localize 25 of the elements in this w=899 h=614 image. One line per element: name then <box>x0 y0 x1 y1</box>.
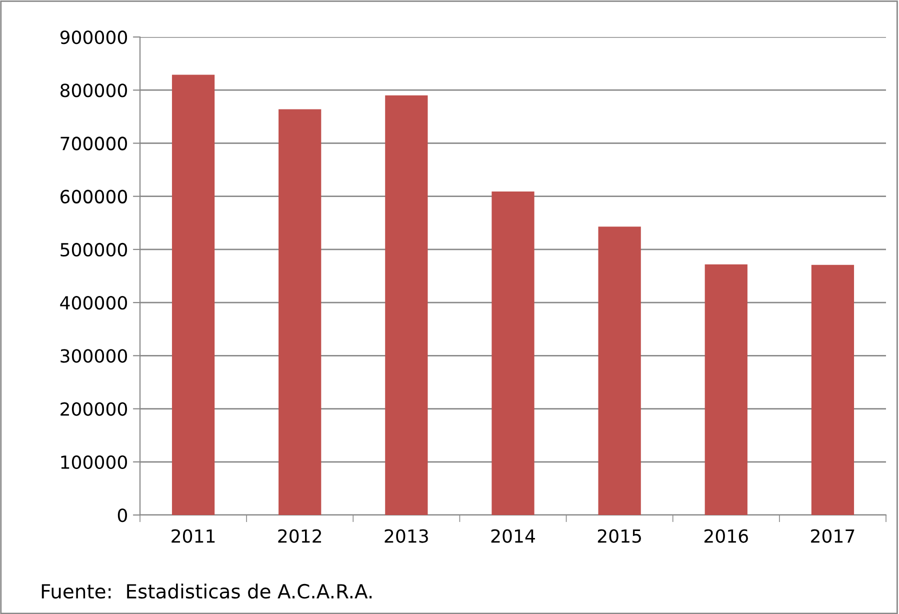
bar <box>704 264 748 515</box>
y-tick-label: 500000 <box>60 242 127 257</box>
bar <box>172 74 215 515</box>
bar <box>811 264 854 515</box>
bar <box>492 192 534 515</box>
bar <box>278 109 322 515</box>
x-tick-label: 2011 <box>172 529 215 543</box>
x-tick-label: 2014 <box>491 529 535 543</box>
y-tick-label: 100000 <box>61 455 127 470</box>
x-tick-label: 2013 <box>384 529 428 543</box>
x-tick-label: 2012 <box>278 529 322 543</box>
bar <box>598 226 641 515</box>
x-tick-label: 2015 <box>598 529 641 543</box>
x-tick-label: 2017 <box>811 529 854 543</box>
y-tick-label: 800000 <box>60 84 127 98</box>
y-tick-label: 200000 <box>60 402 127 416</box>
bar <box>385 95 428 515</box>
y-tick-label: 400000 <box>60 296 127 310</box>
y-tick-label: 900000 <box>60 30 127 44</box>
y-tick-label: 600000 <box>60 190 127 204</box>
y-tick-label: 0 <box>118 508 127 522</box>
source-note: Fuente: Estadisticas de A.C.A.R.A. <box>42 584 372 599</box>
y-tick-label: 700000 <box>60 136 127 150</box>
y-tick-label: 300000 <box>60 349 127 363</box>
x-tick-label: 2016 <box>704 529 748 543</box>
